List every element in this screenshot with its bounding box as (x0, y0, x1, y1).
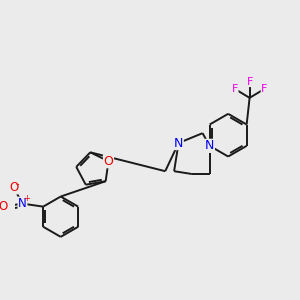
Text: F: F (232, 84, 238, 94)
Text: O: O (0, 200, 8, 213)
Text: F: F (246, 76, 253, 86)
Text: N: N (18, 197, 27, 210)
Text: +: + (23, 194, 30, 203)
Text: N: N (174, 136, 183, 149)
Text: O: O (9, 181, 18, 194)
Text: O: O (103, 155, 113, 168)
Text: -: - (16, 179, 19, 189)
Text: F: F (261, 84, 268, 94)
Text: N: N (205, 140, 214, 152)
